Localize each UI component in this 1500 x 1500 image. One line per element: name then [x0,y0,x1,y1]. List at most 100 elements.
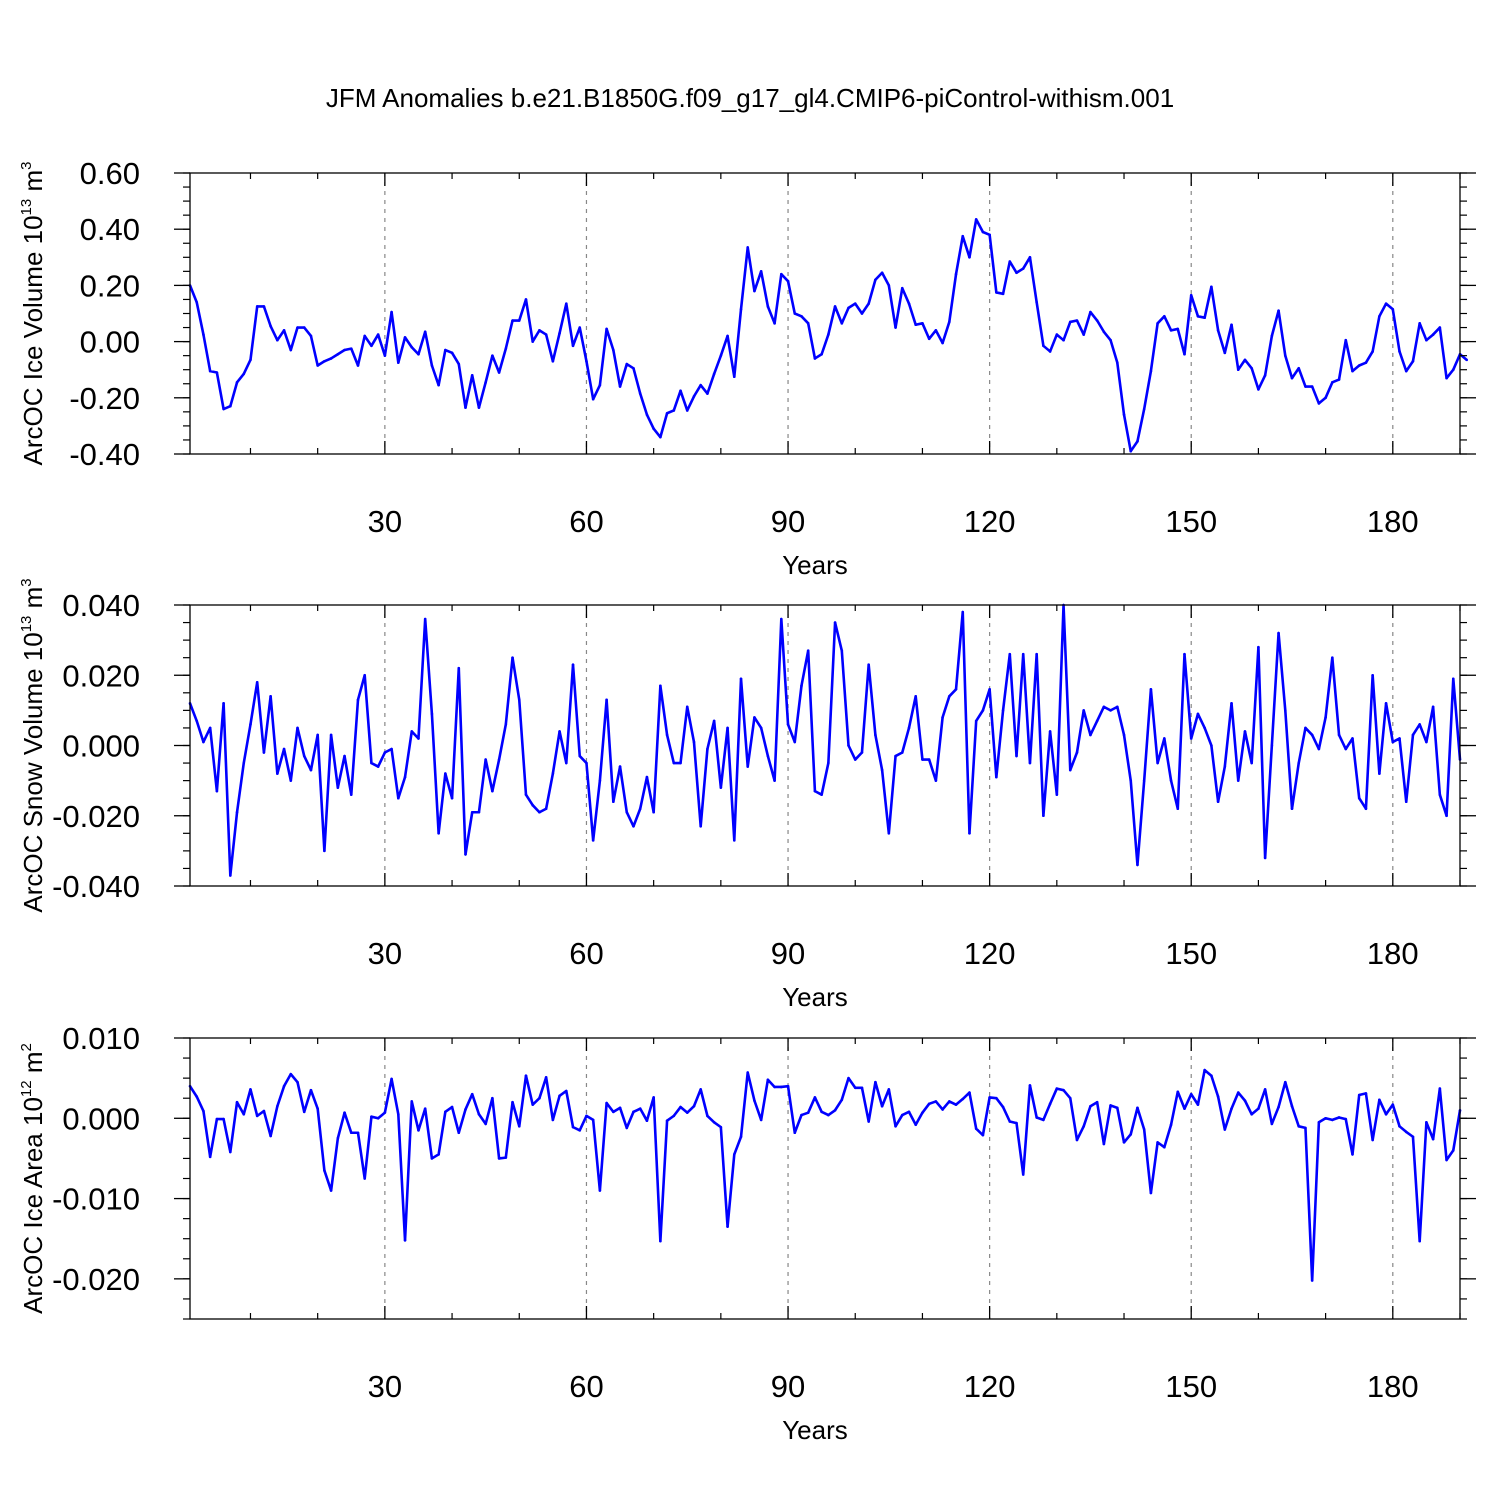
data-point [732,375,736,379]
data-point [524,793,528,796]
data-point [390,1077,393,1081]
tick-label-x: 120 [964,504,1016,539]
data-point [921,322,924,325]
data-point [921,758,924,761]
data-point [753,1099,756,1102]
figure-title: JFM Anomalies b.e21.B1850G.f09_g17_gl4.C… [326,83,1174,113]
data-point [1136,863,1139,867]
data-point [538,810,541,814]
data-point [618,765,622,768]
data-point [336,1137,340,1140]
tick-label-y: 0.60 [80,156,140,191]
data-point [739,1135,743,1139]
data-point [1169,779,1173,782]
y-axis-label: ArcOC Ice Volume 1013 m3 [18,162,48,466]
data-point [1344,1117,1348,1121]
data-point [208,369,212,373]
data-point [491,1096,494,1100]
data-point [1008,1120,1012,1123]
x-axis-label: Years [782,982,848,1012]
data-point [914,323,918,327]
data-point [1277,309,1280,312]
data-point [934,329,938,332]
data-point [450,796,454,800]
data-point [417,1129,420,1132]
tick-label-y: -0.40 [69,437,140,472]
data-point [235,1100,239,1104]
data-point [316,1107,319,1110]
data-point [806,322,810,325]
data-point [1210,285,1213,289]
data-point [329,1189,333,1192]
data-point [1351,737,1354,740]
data-point [1351,1153,1354,1156]
data-point [618,385,622,388]
data-point [585,1114,588,1118]
data-point [1431,705,1435,709]
data-point [356,364,360,367]
data-point [961,1097,965,1101]
data-point [1216,1095,1220,1098]
data-point [1089,310,1092,314]
data-point [847,1076,850,1080]
data-point [316,733,319,737]
data-point [1082,709,1085,712]
data-point [1015,754,1018,758]
data-point [450,351,454,355]
data-point [464,406,467,409]
data-point [1243,358,1247,362]
data-point [1337,733,1341,737]
data-point [773,1085,776,1089]
data-point [437,1153,440,1156]
data-point [302,326,306,329]
data-point [927,758,931,761]
data-point [329,357,333,360]
data-point [504,347,508,350]
data-point [1189,293,1193,297]
data-point [323,849,326,853]
data-point [1183,352,1186,356]
data-point [847,744,850,747]
data-point [1257,1107,1260,1110]
data-point [1095,319,1099,322]
data-point [195,300,199,304]
tick-label-x: 150 [1165,504,1217,539]
data-point [1384,302,1388,305]
data-point [860,312,864,315]
data-point [1042,1118,1045,1122]
data-point [1075,319,1079,322]
data-point [1317,1121,1321,1124]
data-point [1136,1106,1139,1110]
data-point [1008,652,1012,656]
data-point [195,719,199,723]
data-point [995,1096,998,1100]
data-point [215,371,219,374]
data-point [370,761,373,765]
data-point [1035,1116,1038,1119]
data-point [544,807,548,811]
data-point [907,726,911,730]
data-point [1129,449,1133,453]
data-point [692,740,696,744]
data-point [1257,645,1260,649]
panel-ice-volume: 30 60 90 120 150 180 -0.40 -0.20 0.00 0.20 0.40 0.6… [18,156,1476,580]
data-point [1163,737,1166,740]
data-point [1257,388,1260,391]
data-point [229,874,232,877]
data-point [1283,709,1287,712]
data-point [1324,396,1327,400]
data-point [1230,702,1233,705]
data-point [759,726,763,730]
data-point [1236,368,1240,372]
data-point [659,1239,662,1243]
y-axis-label-exponent: 12 [18,1080,35,1097]
data-point [780,272,783,276]
data-point [249,1088,252,1091]
tick-label-y: -0.020 [52,799,140,834]
data-point [759,1118,763,1122]
data-point [1116,705,1119,709]
data-point [1371,350,1374,353]
tick-label-x: 180 [1367,1369,1419,1404]
data-point [1263,374,1267,377]
data-point [430,364,434,367]
